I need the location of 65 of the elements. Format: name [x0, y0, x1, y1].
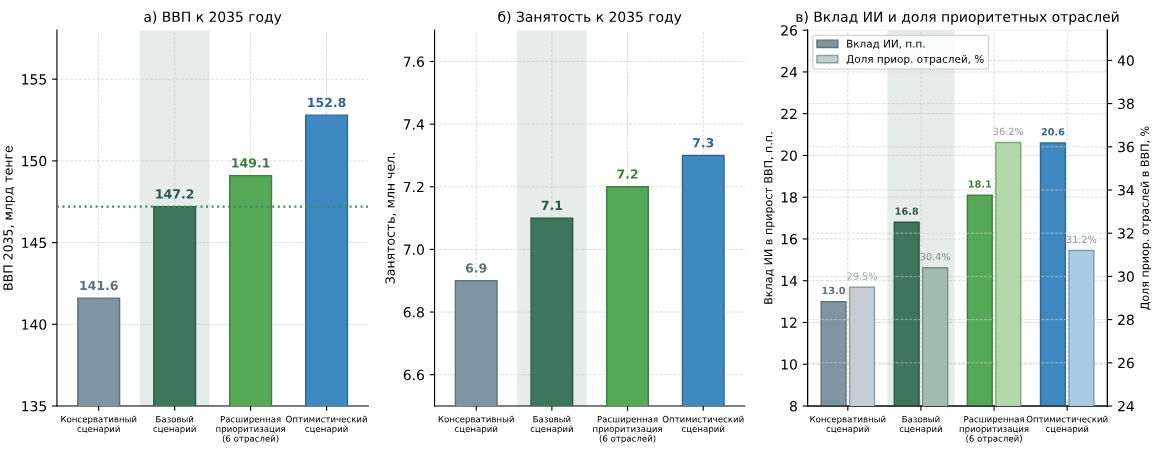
- data-label: 18.1: [968, 180, 992, 188]
- x-tick-label: Базовый сценарий: [530, 415, 573, 434]
- y-tick-label: 6.6: [403, 369, 424, 381]
- chart-title: в) Вклад ИИ и доля приоритетных отраслей: [796, 11, 1119, 25]
- data-label: 6.9: [465, 263, 487, 273]
- data-label: 147.2: [156, 189, 194, 199]
- x-tick-label: Базовый сценарий: [899, 415, 942, 434]
- y-tick-label: 7.6: [403, 56, 424, 67]
- y-tick-label: 7.2: [403, 181, 424, 193]
- y-tick-label: 155: [22, 74, 46, 85]
- legend-label: Доля приор. отраслей, %: [846, 54, 984, 65]
- x-tick-label: Оптимистический сценарий: [662, 415, 744, 434]
- chart-title: б) Занятость к 2035 году: [498, 11, 682, 25]
- x-tick-label: Консервативный сценарий: [810, 415, 886, 434]
- x-tick-label: Консервативный сценарий: [438, 415, 514, 434]
- y-tick-label: 16: [781, 233, 797, 245]
- y-tick-label: 8: [789, 400, 797, 412]
- data-label: 149.1: [232, 158, 270, 168]
- x-tick-label: Базовый сценарий: [153, 415, 196, 434]
- data-label: 152.8: [308, 97, 346, 108]
- y2-tick-label: 36: [1118, 141, 1134, 153]
- y-axis-title: Вклад ИИ в прирост ВВП, п.п.: [764, 132, 775, 304]
- y-tick-label: 24: [781, 66, 798, 78]
- y2-tick-label: 34: [1118, 184, 1134, 196]
- y-tick-label: 7.0: [403, 244, 424, 255]
- x-tick-label: Расширенная приоритизация (6 отраслей): [593, 415, 662, 444]
- data-label: 7.2: [617, 169, 638, 179]
- y-tick-label: 135: [22, 400, 46, 412]
- y2-tick-label: 30: [1118, 271, 1134, 282]
- y-tick-label: 7.4: [403, 119, 425, 130]
- y-tick-label: 26: [781, 25, 797, 36]
- y2-tick-label: 32: [1118, 228, 1134, 239]
- y2-tick-label: 28: [1118, 314, 1134, 326]
- y-axis-title: Занятость, млн чел.: [385, 153, 397, 284]
- data-label: 16.8: [895, 207, 919, 215]
- y2-axis-title: Доля приор. отраслей в ВВП, %: [1140, 126, 1152, 310]
- y2-tick-label: 24: [1118, 400, 1134, 412]
- chart-title: а) ВВП к 2035 году: [144, 11, 282, 25]
- data-label: 7.1: [541, 200, 563, 210]
- data-label: 141.6: [80, 280, 118, 291]
- x-tick-label: Консервативный сценарий: [61, 415, 137, 434]
- legend-label: Вклад ИИ, п.п.: [847, 39, 925, 49]
- y-tick-label: 145: [22, 237, 46, 249]
- data-label: 30.4%: [920, 252, 951, 261]
- y-tick-label: 20: [781, 150, 797, 161]
- y2-tick-label: 38: [1118, 98, 1134, 110]
- data-label: 31.2%: [1066, 235, 1097, 244]
- y-tick-label: 12: [781, 317, 797, 328]
- y-tick-label: 6.8: [403, 307, 424, 318]
- y-tick-label: 22: [781, 108, 797, 119]
- y2-tick-label: 26: [1118, 357, 1134, 369]
- y-axis-title: ВВП 2035, млрд тенге: [3, 145, 16, 290]
- x-tick-label: Расширенная приоритизация (6 отраслей): [216, 415, 285, 444]
- y-tick-label: 140: [22, 319, 47, 330]
- y-tick-label: 10: [781, 359, 797, 370]
- data-label: 36.2%: [993, 127, 1024, 136]
- y-tick-label: 150: [22, 155, 47, 167]
- data-label: 20.6: [1041, 128, 1065, 136]
- x-tick-label: Оптимистический сценарий: [286, 415, 367, 434]
- data-label: 13.0: [822, 286, 846, 295]
- y-tick-label: 18: [781, 192, 797, 203]
- data-label: 7.3: [692, 138, 714, 148]
- y2-tick-label: 40: [1117, 55, 1134, 66]
- data-label: 29.5%: [847, 272, 877, 280]
- y-tick-label: 14: [781, 275, 798, 286]
